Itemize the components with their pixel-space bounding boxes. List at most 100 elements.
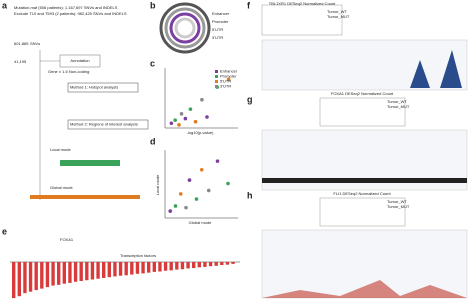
panel-label: h [247, 190, 253, 200]
bar [73, 262, 78, 282]
point [187, 178, 192, 182]
group-label: Tumor_WT [327, 9, 347, 14]
bar [130, 262, 134, 275]
point [183, 116, 188, 121]
text: Mutation.maf (506 patients): 1,167,697 S… [14, 5, 118, 10]
legend-swatch [215, 80, 218, 83]
bar [203, 262, 207, 267]
bar [79, 262, 83, 281]
text: Local mode [155, 174, 160, 195]
panel-label: f [247, 0, 251, 10]
text: Local mode [50, 147, 71, 152]
bar [68, 262, 72, 283]
legend-swatch [215, 85, 218, 88]
bar [118, 262, 123, 276]
point [226, 77, 231, 82]
text: SNVs [30, 41, 40, 46]
bar [231, 262, 235, 264]
method-box [67, 119, 149, 130]
genome-tracks [261, 4, 468, 299]
peak [410, 50, 462, 88]
point [173, 118, 177, 122]
method-box [67, 82, 139, 93]
panel-label: b [150, 0, 156, 10]
panel-label: c [150, 58, 155, 68]
bar [51, 262, 55, 286]
bar [28, 262, 33, 292]
text: Exclude T10 and T593 (2 patients): 982,4… [14, 11, 127, 16]
group-label: Tumor_WT [387, 199, 407, 204]
ring-label: 5'UTR [212, 27, 223, 32]
bar [152, 262, 156, 272]
bar [40, 262, 44, 289]
bar [124, 262, 128, 276]
ring-label: Promoter [212, 19, 229, 24]
text: 41,195 [14, 59, 27, 64]
panel-label: d [150, 136, 156, 146]
text: FOXA1 [60, 237, 74, 242]
bar [225, 262, 230, 265]
point [199, 167, 204, 172]
ring [159, 2, 211, 54]
bar [135, 262, 140, 274]
bar [147, 262, 151, 273]
legend-label: Enhancer [220, 69, 238, 74]
point [173, 204, 178, 208]
panel-title: TBL1XR1 DESeq2 Normalized Count [269, 1, 336, 6]
legend-label: 5'UTR [220, 79, 231, 84]
panel-title: FLI1 DESeq2 Normalized Count [333, 191, 391, 196]
bar [169, 262, 173, 271]
region-bar [30, 195, 140, 199]
track [261, 39, 468, 91]
point [179, 112, 184, 116]
group-label: Tumor_MUT [327, 14, 350, 19]
bar [220, 262, 224, 266]
ring [164, 7, 206, 49]
point [193, 119, 198, 124]
bar [62, 262, 66, 284]
bar [57, 262, 61, 285]
bar [214, 262, 218, 266]
bar [208, 262, 213, 267]
point [215, 159, 220, 163]
bar [34, 262, 38, 291]
bar [85, 262, 89, 281]
boxplot-frame [319, 97, 406, 127]
ring [169, 12, 201, 44]
ring [174, 17, 196, 39]
text: Global mode [189, 220, 212, 225]
region-bar [60, 160, 120, 166]
bar [158, 262, 162, 272]
bar [197, 262, 201, 268]
text: -log10(p-value) [187, 130, 215, 135]
ring-label: 3'UTR [212, 35, 223, 40]
point [206, 188, 211, 193]
point [205, 115, 209, 119]
coverage [262, 280, 467, 298]
group-label: Tumor_WT [387, 99, 407, 104]
point [194, 197, 199, 201]
text: Transcription factors [120, 253, 156, 258]
legend-label: Promoter [220, 74, 237, 79]
panel-label: e [2, 226, 7, 236]
bar [141, 262, 145, 274]
bar [17, 262, 21, 297]
point [177, 123, 181, 127]
bar [107, 262, 111, 278]
legend-swatch [215, 75, 218, 78]
point [168, 209, 173, 213]
group-label: Tumor_MUT [387, 104, 410, 109]
bar [180, 262, 185, 270]
bar [12, 262, 16, 299]
point [188, 107, 193, 111]
panel-label: g [247, 94, 253, 104]
bar [175, 262, 179, 270]
point [178, 192, 183, 196]
bar [102, 262, 106, 278]
text: Method 1: Hotspot analysis [70, 85, 118, 90]
text: 601,885 [14, 41, 29, 46]
point [226, 181, 230, 186]
bar [96, 262, 100, 279]
bar [113, 262, 117, 277]
text: Method 2: Regions of interest analysis [70, 122, 138, 127]
